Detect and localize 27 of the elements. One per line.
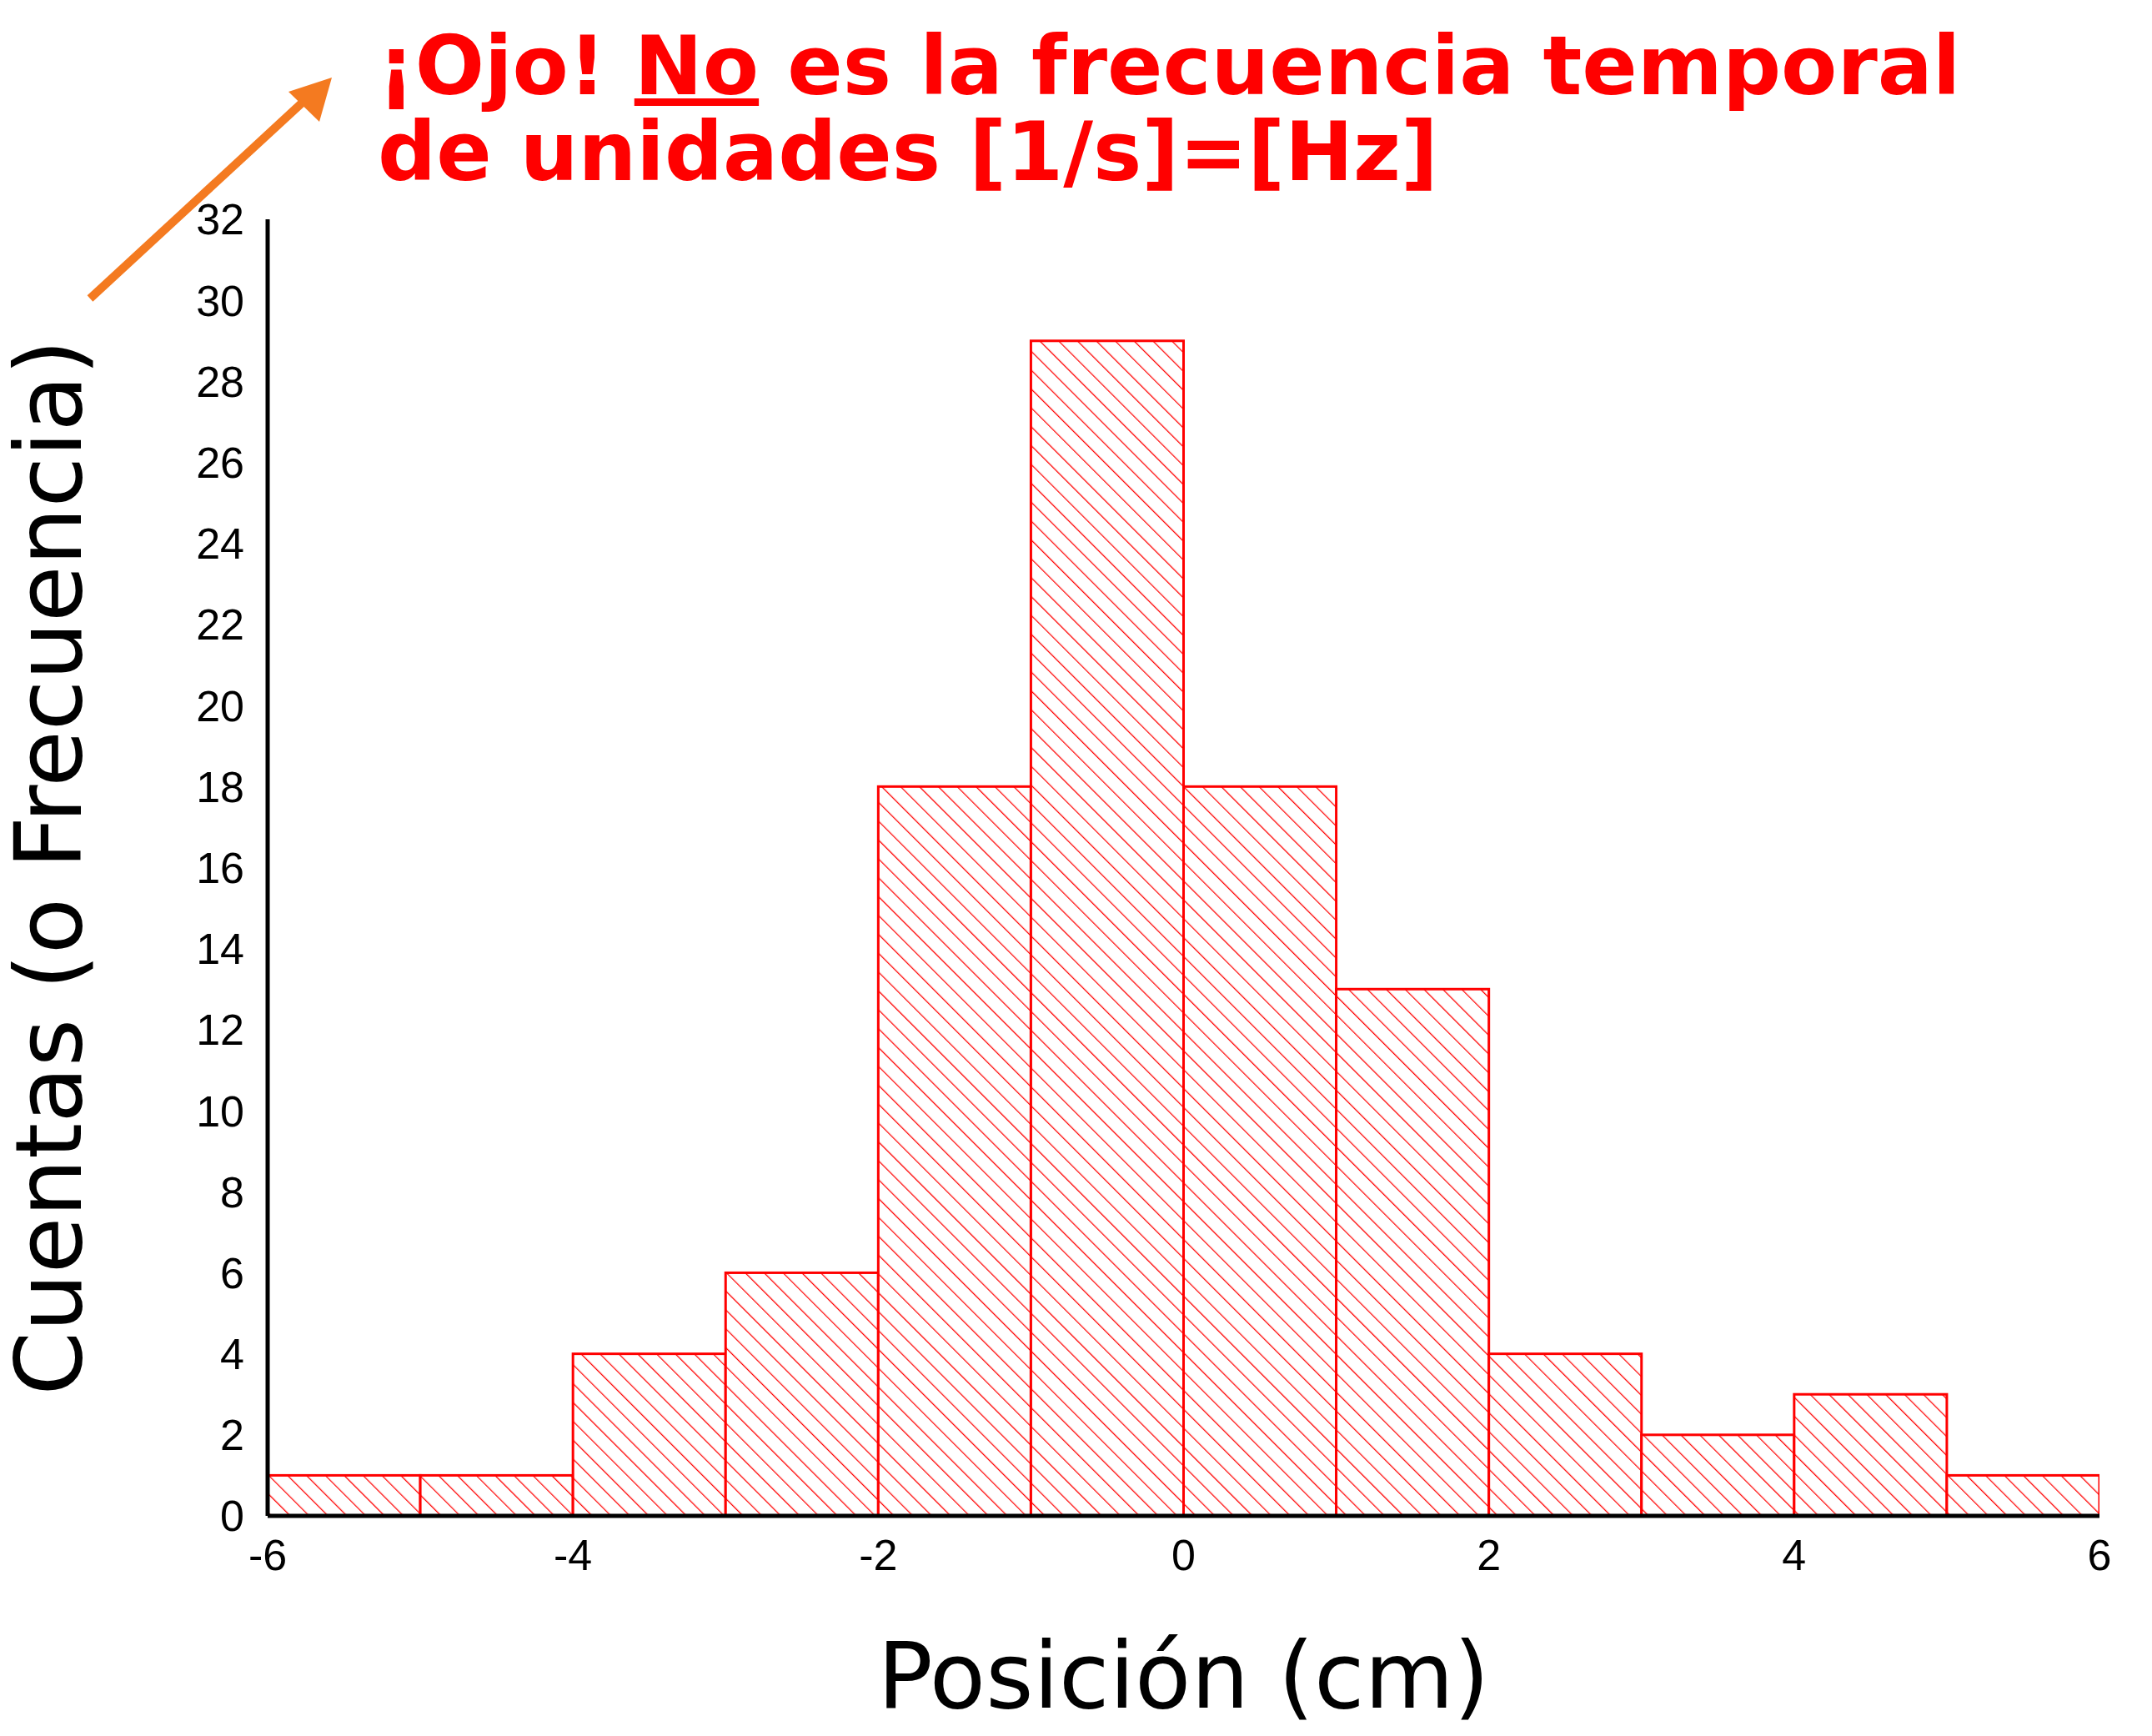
y-tick-label: 16 [196,843,244,892]
y-tick-label: 4 [220,1330,244,1379]
x-axis-title: Posición (cm) [877,1623,1490,1729]
x-tick-label: 6 [2087,1530,2112,1579]
y-tick-label: 0 [220,1492,244,1541]
chart-title: ¡Ojo! No es la frecuencia temporal de unidades [1/s]=[Hz] [378,18,1961,199]
y-tick-label: 14 [196,925,244,974]
y-tick-label: 30 [196,276,244,325]
y-tick-label: 18 [196,762,244,811]
y-tick-label: 22 [196,600,244,650]
x-tick-label: 0 [1171,1530,1196,1579]
y-tick-label: 6 [220,1248,244,1297]
x-tick-label: 2 [1477,1530,1502,1579]
y-axis-title: Cuentas (o Frecuencia) [0,339,103,1396]
y-tick-label: 2 [220,1411,244,1460]
x-tick-label: 4 [1782,1530,1807,1579]
y-tick-label: 28 [196,357,244,406]
y-tick-label: 12 [196,1006,244,1055]
y-tick-label: 24 [196,519,244,569]
x-tick-label: -4 [554,1530,593,1579]
y-tick-label: 10 [196,1086,244,1136]
y-tick-label: 32 [196,195,244,244]
y-tick-label: 20 [196,681,244,730]
y-tick-label: 8 [220,1167,244,1217]
y-tick-label: 26 [196,439,244,488]
x-tick-label: -6 [248,1530,288,1579]
x-tick-label: -2 [859,1530,898,1579]
